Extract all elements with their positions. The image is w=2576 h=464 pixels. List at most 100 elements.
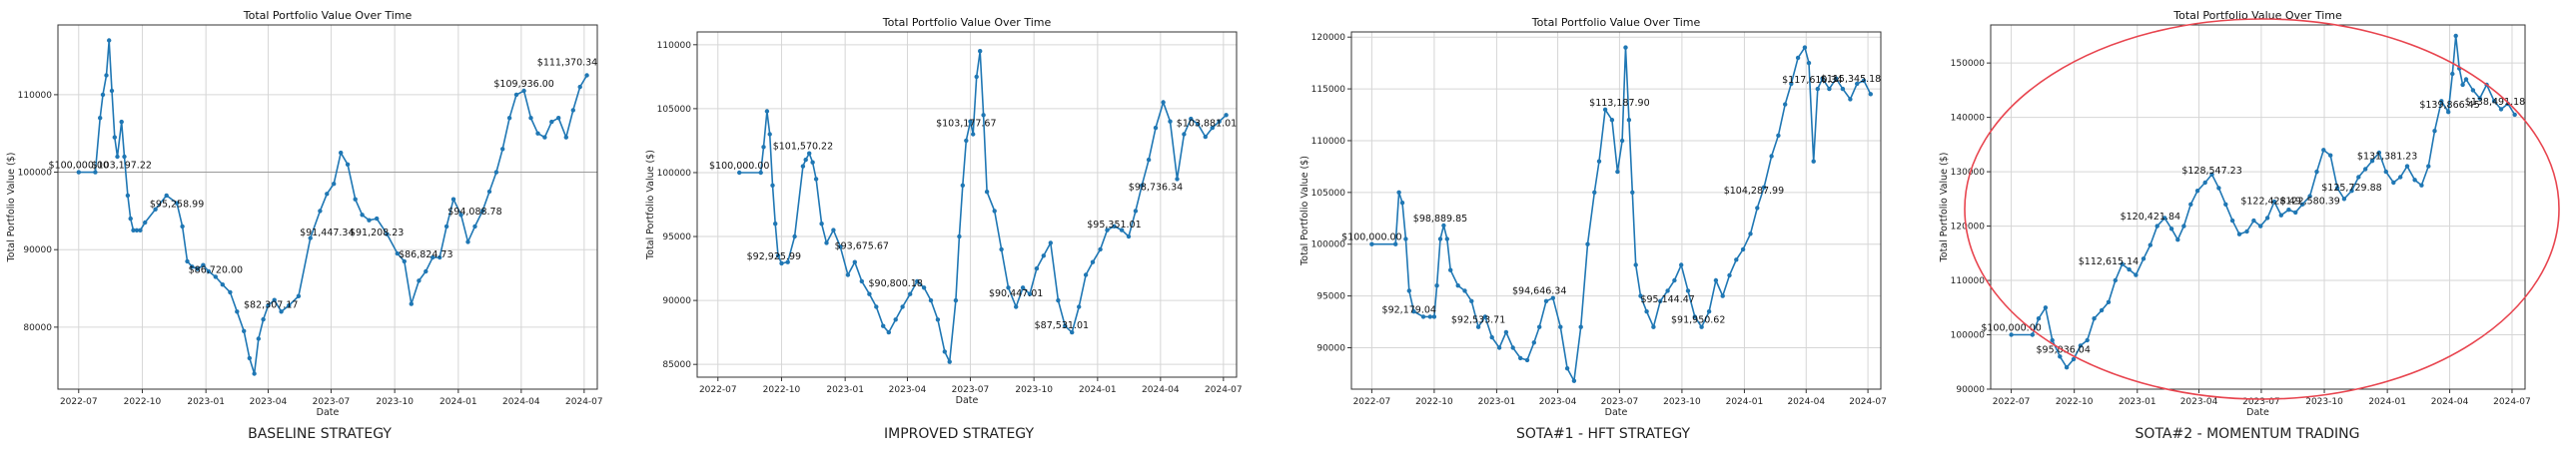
- x-tick-label: 2022-07: [60, 397, 98, 407]
- data-point: [770, 183, 775, 188]
- data-point: [2271, 199, 2277, 205]
- data-point: [921, 285, 927, 290]
- data-point: [563, 135, 568, 140]
- value-annotation: $98,889.85: [1413, 214, 1467, 225]
- data-point: [385, 232, 390, 236]
- data-point: [2147, 242, 2152, 247]
- x-tick-label: 2024-01: [1726, 397, 1764, 407]
- highlight-ellipse: [1964, 18, 2560, 400]
- value-annotation: $122,428.49: [2240, 197, 2300, 208]
- data-point: [978, 49, 983, 54]
- data-point: [345, 162, 351, 167]
- data-point: [1734, 257, 1739, 262]
- data-point: [2419, 183, 2424, 188]
- chart-caption: SOTA#1 - HFT STRATEGY: [1515, 426, 1691, 442]
- data-point: [375, 216, 380, 222]
- data-point: [279, 309, 284, 314]
- data-point: [2321, 148, 2326, 153]
- data-point: [964, 138, 969, 144]
- chart-title: Total Portfolio Value Over Time: [243, 9, 413, 22]
- data-point: [1827, 86, 1832, 92]
- data-point: [174, 201, 180, 206]
- data-point: [2498, 107, 2504, 112]
- data-point: [2391, 180, 2396, 186]
- data-point: [859, 278, 864, 284]
- x-tick-label: 2023-10: [1663, 397, 1701, 407]
- data-point: [1596, 159, 1602, 164]
- x-tick-label: 2023-10: [2305, 397, 2343, 407]
- data-point: [1518, 355, 1523, 361]
- x-tick-label: 2023-01: [2119, 397, 2156, 407]
- value-annotation: $139,866.45: [2419, 100, 2479, 111]
- value-annotation: $91,950.62: [1671, 315, 1725, 326]
- data-point: [2491, 99, 2497, 104]
- data-point: [332, 182, 337, 187]
- data-point: [164, 193, 169, 199]
- data-point: [1489, 334, 1494, 340]
- x-tick-label: 2024-07: [1205, 385, 1243, 395]
- data-point: [2078, 343, 2084, 348]
- data-point: [138, 228, 143, 232]
- data-point: [1806, 60, 1812, 66]
- data-point: [1431, 314, 1437, 319]
- data-point: [153, 207, 158, 212]
- data-point: [2168, 227, 2174, 232]
- data-point: [2223, 202, 2228, 207]
- y-tick-label: 120000: [1311, 33, 1346, 43]
- data-point: [1496, 345, 1502, 350]
- data-point: [915, 278, 920, 284]
- x-tick-label: 2022-10: [763, 385, 801, 395]
- data-point: [272, 297, 277, 302]
- data-point: [98, 116, 103, 121]
- data-point: [542, 135, 547, 140]
- data-point: [792, 233, 797, 239]
- y-axis-label: Total Portfolio Value ($): [1299, 156, 1310, 266]
- x-tick-label: 2024-04: [2431, 397, 2469, 407]
- data-point: [819, 222, 824, 227]
- y-tick-label: 90000: [1316, 343, 1345, 353]
- value-annotation: $91,208.23: [350, 228, 404, 238]
- data-point: [1090, 259, 1096, 264]
- y-tick-label: 110000: [657, 41, 692, 51]
- data-point: [1393, 241, 1398, 246]
- data-point: [104, 73, 109, 78]
- data-point: [556, 116, 561, 121]
- data-point: [1748, 232, 1753, 236]
- data-point: [535, 131, 540, 136]
- value-annotation: $87,531.01: [1035, 320, 1089, 331]
- data-point: [908, 291, 913, 296]
- momentum-chart: Total Portfolio Value Over Time 2022-07 20…: [1939, 9, 2560, 418]
- data-point: [1740, 246, 1746, 252]
- x-tick-label: 2024-04: [502, 397, 540, 407]
- data-point: [2356, 175, 2361, 180]
- data-point: [1112, 224, 1117, 229]
- data-point: [2299, 202, 2305, 207]
- y-tick-label: 100000: [1311, 240, 1346, 250]
- data-point: [2369, 159, 2375, 164]
- value-annotation: $90,800.18: [868, 278, 922, 289]
- data-point: [2106, 299, 2112, 304]
- data-point: [874, 304, 879, 309]
- x-tick-label: 2022-07: [1353, 397, 1391, 407]
- data-point: [1706, 309, 1712, 314]
- data-point: [195, 266, 200, 271]
- data-point: [1855, 81, 1860, 87]
- x-tick-label: 2024-04: [1142, 385, 1180, 395]
- data-point: [807, 151, 812, 156]
- data-point: [1848, 97, 1853, 102]
- y-tick-label: 130000: [1951, 168, 1986, 178]
- data-point: [584, 73, 589, 78]
- data-point: [76, 170, 82, 175]
- data-point: [2030, 332, 2035, 337]
- data-point: [1609, 118, 1615, 123]
- data-point: [128, 216, 133, 222]
- data-point: [1063, 323, 1068, 328]
- data-point: [2202, 180, 2207, 186]
- x-tick-label: 2023-07: [1601, 397, 1639, 407]
- data-point: [2209, 172, 2214, 177]
- data-point: [2127, 266, 2132, 272]
- data-point: [1444, 236, 1449, 241]
- data-point: [1802, 45, 1808, 50]
- data-point: [2071, 356, 2077, 362]
- x-tick-label: 2024-07: [1849, 397, 1887, 407]
